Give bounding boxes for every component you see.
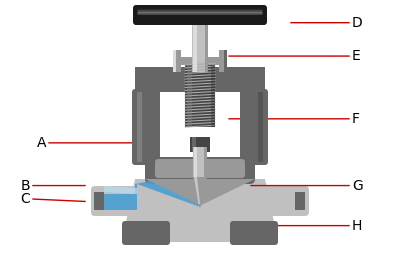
FancyBboxPatch shape [256,186,309,216]
Text: F: F [352,112,360,126]
Polygon shape [193,177,207,207]
Text: D: D [352,16,363,30]
Bar [185,65,215,127]
FancyBboxPatch shape [122,221,170,245]
Text: H: H [352,219,362,233]
Bar [173,50,176,72]
FancyBboxPatch shape [138,9,262,12]
Bar [137,92,142,162]
Bar [193,147,207,177]
FancyBboxPatch shape [138,12,262,15]
FancyBboxPatch shape [230,221,278,245]
FancyBboxPatch shape [91,186,144,216]
Bar [193,17,197,72]
FancyBboxPatch shape [145,157,255,184]
Bar [258,92,263,162]
Bar [94,192,104,210]
Polygon shape [145,179,255,208]
Bar [187,65,192,127]
Polygon shape [125,179,275,242]
Bar [190,137,210,152]
FancyBboxPatch shape [155,159,245,178]
Bar [194,147,197,177]
Polygon shape [104,181,200,210]
FancyBboxPatch shape [133,5,267,25]
Bar [205,17,208,72]
FancyBboxPatch shape [138,10,262,13]
FancyBboxPatch shape [132,89,160,165]
Text: C: C [20,192,30,206]
Bar [181,57,219,65]
Bar [295,192,305,210]
Bar [135,67,265,92]
Text: A: A [36,136,46,150]
Bar [219,50,227,72]
Polygon shape [194,177,200,204]
Bar [192,17,208,72]
Text: E: E [352,49,361,63]
Text: B: B [20,179,30,193]
Bar [204,147,207,177]
Bar [192,65,208,127]
Bar [224,50,227,72]
Text: G: G [352,179,363,193]
Bar [173,50,181,72]
Polygon shape [104,186,137,194]
Bar [192,137,196,152]
Bar [211,65,215,127]
FancyBboxPatch shape [240,89,268,165]
